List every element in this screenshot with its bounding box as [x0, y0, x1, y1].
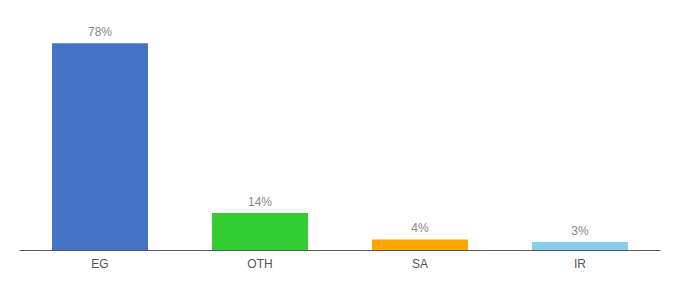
svg-text:3%: 3%	[571, 224, 589, 238]
svg-text:4%: 4%	[411, 221, 429, 235]
svg-text:SA: SA	[412, 257, 428, 271]
svg-text:IR: IR	[574, 257, 586, 271]
svg-text:78%: 78%	[88, 25, 112, 39]
svg-text:EG: EG	[91, 257, 108, 271]
svg-text:OTH: OTH	[247, 257, 272, 271]
svg-text:14%: 14%	[248, 195, 272, 209]
